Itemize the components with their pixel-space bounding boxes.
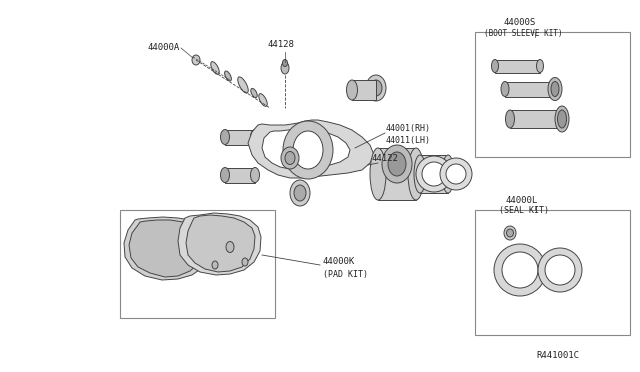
Ellipse shape bbox=[282, 60, 287, 67]
Bar bbox=[505, 82, 555, 97]
Ellipse shape bbox=[442, 155, 454, 193]
Ellipse shape bbox=[242, 258, 248, 266]
Circle shape bbox=[502, 252, 538, 288]
Ellipse shape bbox=[221, 129, 230, 144]
Circle shape bbox=[422, 162, 446, 186]
Text: (SEAL KIT): (SEAL KIT) bbox=[499, 205, 549, 215]
Ellipse shape bbox=[501, 81, 509, 96]
Ellipse shape bbox=[293, 131, 323, 169]
Bar bbox=[352, 80, 376, 100]
Ellipse shape bbox=[388, 152, 406, 176]
Polygon shape bbox=[262, 129, 350, 169]
Ellipse shape bbox=[192, 55, 200, 65]
Ellipse shape bbox=[250, 167, 259, 183]
Ellipse shape bbox=[506, 229, 513, 237]
Polygon shape bbox=[186, 215, 255, 272]
Ellipse shape bbox=[492, 60, 499, 73]
Bar bbox=[225, 130, 255, 145]
Bar bbox=[475, 210, 630, 335]
Bar bbox=[225, 168, 255, 183]
Bar bbox=[120, 210, 275, 318]
Text: 44000A: 44000A bbox=[148, 42, 180, 51]
Bar bbox=[420, 155, 448, 193]
Bar bbox=[378, 148, 416, 200]
Text: 44000S: 44000S bbox=[504, 17, 536, 26]
Ellipse shape bbox=[536, 60, 543, 73]
Ellipse shape bbox=[294, 185, 306, 201]
Ellipse shape bbox=[506, 110, 515, 128]
Ellipse shape bbox=[259, 94, 268, 106]
Ellipse shape bbox=[370, 148, 386, 200]
Ellipse shape bbox=[251, 89, 257, 97]
Bar bbox=[510, 110, 562, 128]
Ellipse shape bbox=[290, 180, 310, 206]
Ellipse shape bbox=[551, 81, 559, 96]
Ellipse shape bbox=[221, 167, 230, 183]
Text: (BOOT SLEEVE KIT): (BOOT SLEEVE KIT) bbox=[484, 29, 563, 38]
Ellipse shape bbox=[283, 121, 333, 179]
Text: 44122: 44122 bbox=[372, 154, 399, 163]
Ellipse shape bbox=[226, 241, 234, 253]
Ellipse shape bbox=[551, 81, 559, 96]
Polygon shape bbox=[124, 217, 210, 280]
Circle shape bbox=[440, 158, 472, 190]
Ellipse shape bbox=[370, 80, 382, 96]
Ellipse shape bbox=[238, 77, 248, 93]
Circle shape bbox=[538, 248, 582, 292]
Ellipse shape bbox=[281, 62, 289, 74]
Bar bbox=[495, 60, 540, 73]
Ellipse shape bbox=[281, 147, 299, 169]
Ellipse shape bbox=[225, 71, 232, 81]
Ellipse shape bbox=[382, 145, 412, 183]
Polygon shape bbox=[248, 120, 374, 178]
Polygon shape bbox=[178, 213, 261, 275]
Bar bbox=[475, 32, 630, 157]
Ellipse shape bbox=[211, 62, 220, 74]
Circle shape bbox=[446, 164, 466, 184]
Text: 44128: 44128 bbox=[268, 39, 295, 48]
Ellipse shape bbox=[548, 77, 562, 100]
Ellipse shape bbox=[250, 129, 259, 144]
Ellipse shape bbox=[408, 148, 424, 200]
Text: 44001(RH): 44001(RH) bbox=[386, 124, 431, 132]
Ellipse shape bbox=[212, 261, 218, 269]
Polygon shape bbox=[129, 220, 204, 277]
Text: 44000L: 44000L bbox=[506, 196, 538, 205]
Ellipse shape bbox=[555, 106, 569, 132]
Circle shape bbox=[545, 255, 575, 285]
Text: (PAD KIT): (PAD KIT) bbox=[323, 269, 368, 279]
Ellipse shape bbox=[366, 75, 386, 101]
Circle shape bbox=[494, 244, 546, 296]
Ellipse shape bbox=[557, 110, 566, 128]
Text: R441001C: R441001C bbox=[536, 350, 579, 359]
Circle shape bbox=[416, 156, 452, 192]
Text: 44011(LH): 44011(LH) bbox=[386, 135, 431, 144]
Ellipse shape bbox=[414, 155, 426, 193]
Ellipse shape bbox=[346, 80, 358, 100]
Ellipse shape bbox=[285, 151, 295, 164]
Ellipse shape bbox=[504, 226, 516, 240]
Text: 44000K: 44000K bbox=[323, 257, 355, 266]
